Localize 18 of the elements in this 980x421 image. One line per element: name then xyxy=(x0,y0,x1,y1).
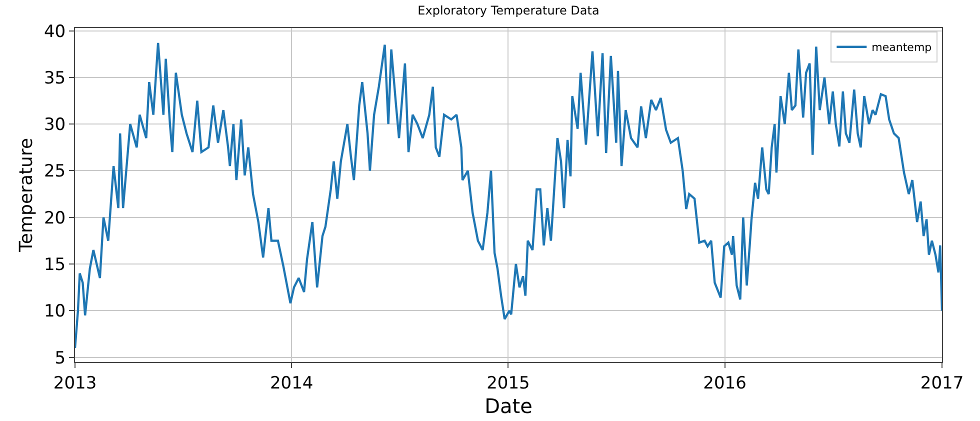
x-tick-label: 2013 xyxy=(53,373,97,394)
x-tick-label: 2017 xyxy=(920,373,964,394)
y-tick-label: 15 xyxy=(44,254,66,275)
y-tick-label: 20 xyxy=(44,208,66,228)
y-tick-label: 25 xyxy=(44,162,66,182)
line-series xyxy=(75,42,942,350)
x-tick-label: 2016 xyxy=(703,373,746,394)
x-tick-label: 2015 xyxy=(486,373,530,394)
legend-label: meantemp xyxy=(872,41,932,54)
y-tick-label: 30 xyxy=(44,115,66,136)
y-tick-label: 5 xyxy=(54,348,66,368)
y-tick-label: 40 xyxy=(44,22,66,42)
x-axis-title: Date xyxy=(484,394,532,418)
x-tick-label: 2014 xyxy=(270,373,314,394)
y-tick-label: 10 xyxy=(44,302,66,322)
chart-title: Exploratory Temperature Data xyxy=(418,4,600,18)
y-tick-label: 35 xyxy=(44,68,66,88)
y-axis-title: Temperature xyxy=(16,138,38,254)
